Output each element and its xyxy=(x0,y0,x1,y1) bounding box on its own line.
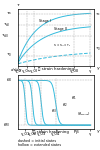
Text: $\tau_0$: $\tau_0$ xyxy=(6,52,12,59)
Text: Ⓐ strain hardening: Ⓐ strain hardening xyxy=(38,67,74,71)
Text: $\theta_{III}$: $\theta_{III}$ xyxy=(3,121,10,129)
Text: $\theta_3$: $\theta_3$ xyxy=(51,108,57,115)
Text: $\tau_s$: $\tau_s$ xyxy=(95,11,100,18)
Text: Stage I: Stage I xyxy=(38,19,50,22)
Text: $\gamma$: $\gamma$ xyxy=(96,65,100,72)
Text: $\tau$: $\tau$ xyxy=(16,2,21,8)
Text: $(\theta_{scalar})$: $(\theta_{scalar})$ xyxy=(77,111,91,118)
Text: $\tau_s$: $\tau_s$ xyxy=(6,10,12,17)
Text: Stage II: Stage II xyxy=(55,27,67,30)
Text: $\theta_1$: $\theta_1$ xyxy=(71,95,77,102)
Text: $\theta_0$: $\theta_0$ xyxy=(6,77,12,84)
Text: dashed = initial states: dashed = initial states xyxy=(18,139,56,143)
Text: $\tau_s=\tau_{sII}=\tau_s$: $\tau_s=\tau_{sII}=\tau_s$ xyxy=(53,42,71,49)
Text: $\gamma$: $\gamma$ xyxy=(96,128,100,135)
Text: $\tau_0$: $\tau_0$ xyxy=(95,45,100,53)
Text: $d\tau/d\gamma$: $d\tau/d\gamma$ xyxy=(10,66,23,74)
Text: $\tau_{sII}$: $\tau_{sII}$ xyxy=(3,21,10,29)
Text: hollow = extended states: hollow = extended states xyxy=(18,142,61,147)
Text: $\theta_2$: $\theta_2$ xyxy=(62,101,68,109)
Text: $\tau_{sIII}$: $\tau_{sIII}$ xyxy=(1,33,10,40)
Text: Ⓑ strain hardening    Pβ: Ⓑ strain hardening Pβ xyxy=(33,130,79,134)
